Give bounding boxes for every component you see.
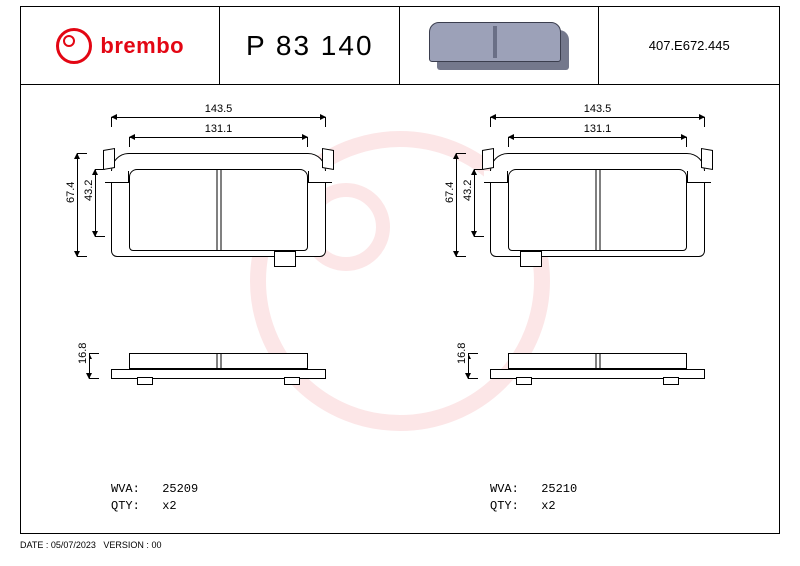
dim-height-friction: 43.2 bbox=[474, 169, 475, 237]
date-label: DATE : bbox=[20, 540, 48, 550]
sheet-footer: DATE : 05/07/2023 VERSION : 00 bbox=[20, 540, 161, 550]
dim-height-friction: 43.2 bbox=[95, 169, 96, 237]
drawing-code: 407.E672.445 bbox=[649, 38, 730, 53]
dim-label: 67.4 bbox=[65, 180, 77, 205]
dim-thickness: 16.8 bbox=[89, 353, 90, 379]
left-pad-column: 143.5 131.1 67.4 43.2 16.8 bbox=[21, 85, 400, 533]
dim-label: 131.1 bbox=[203, 123, 235, 135]
dim-height-overall: 67.4 bbox=[77, 153, 78, 257]
dim-height-overall: 67.4 bbox=[456, 153, 457, 257]
pad-face-view bbox=[111, 153, 326, 257]
dim-width-friction: 131.1 bbox=[508, 137, 687, 138]
version-label: VERSION : bbox=[103, 540, 149, 550]
qty-label: QTY: bbox=[111, 498, 155, 515]
pad-side-view bbox=[490, 353, 705, 395]
left-footer: WVA: 25209 QTY: x2 bbox=[111, 481, 198, 515]
brembo-disc-icon bbox=[56, 28, 92, 64]
title-block: brembo P 83 140 407.E672.445 bbox=[21, 7, 779, 85]
isometric-pad-icon bbox=[429, 22, 569, 70]
wva-value: 25209 bbox=[162, 482, 198, 496]
isometric-cell bbox=[400, 7, 599, 84]
pad-face-view bbox=[490, 153, 705, 257]
version-value: 00 bbox=[151, 540, 161, 550]
dim-label: 131.1 bbox=[582, 123, 614, 135]
dim-width-overall: 143.5 bbox=[111, 117, 326, 118]
dim-label: 143.5 bbox=[203, 103, 235, 115]
wva-value: 25210 bbox=[541, 482, 577, 496]
dim-label: 67.4 bbox=[444, 180, 456, 205]
brand-name: brembo bbox=[100, 33, 184, 59]
drawing-sheet: brembo P 83 140 407.E672.445 bbox=[0, 0, 800, 566]
drawing-code-cell: 407.E672.445 bbox=[599, 7, 779, 84]
qty-value: x2 bbox=[541, 499, 555, 513]
dim-label: 16.8 bbox=[456, 341, 468, 366]
dim-label: 16.8 bbox=[77, 341, 89, 366]
dim-label: 43.2 bbox=[462, 178, 474, 203]
dim-label: 43.2 bbox=[83, 178, 95, 203]
dim-label: 143.5 bbox=[582, 103, 614, 115]
drawing-body: 143.5 131.1 67.4 43.2 16.8 bbox=[21, 85, 779, 533]
wva-label: WVA: bbox=[490, 481, 534, 498]
brembo-logo: brembo bbox=[56, 28, 184, 64]
part-number-cell: P 83 140 bbox=[220, 7, 400, 84]
pad-side-view bbox=[111, 353, 326, 395]
drawing-frame: brembo P 83 140 407.E672.445 bbox=[20, 6, 780, 534]
qty-label: QTY: bbox=[490, 498, 534, 515]
qty-value: x2 bbox=[162, 499, 176, 513]
date-value: 05/07/2023 bbox=[51, 540, 96, 550]
wva-label: WVA: bbox=[111, 481, 155, 498]
right-pad-column: 143.5 131.1 67.4 43.2 16.8 bbox=[400, 85, 779, 533]
dim-width-overall: 143.5 bbox=[490, 117, 705, 118]
dim-width-friction: 131.1 bbox=[129, 137, 308, 138]
dim-thickness: 16.8 bbox=[468, 353, 469, 379]
logo-cell: brembo bbox=[21, 7, 220, 84]
part-number: P 83 140 bbox=[246, 30, 374, 62]
right-footer: WVA: 25210 QTY: x2 bbox=[490, 481, 577, 515]
